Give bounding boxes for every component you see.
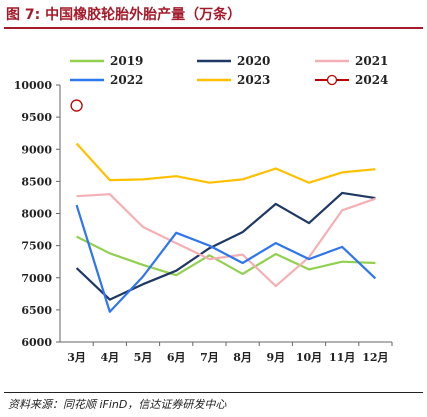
legend-label: 2020: [237, 54, 270, 68]
chart-series-lines: [70, 99, 377, 313]
legend-item-2024: 2024: [315, 73, 388, 87]
series-2024-point: [70, 99, 83, 112]
x-tick-label: 12月: [362, 351, 388, 364]
y-tick-label: 9500: [21, 111, 52, 124]
series-2022-line: [75, 204, 377, 313]
figure-title: 图 7: 中国橡胶轮胎外胎产量（万条）: [6, 7, 242, 23]
x-tick-label: 9月: [266, 351, 285, 364]
x-tick-label: 7月: [200, 351, 219, 364]
legend-item-2023: 2023: [197, 73, 270, 87]
title-divider: [4, 27, 423, 29]
x-tick-label: 11月: [329, 351, 355, 364]
x-tick-label: 4月: [100, 351, 119, 364]
source-note: 资料来源：同花顺 iFinD，信达证券研发中心: [8, 398, 227, 411]
y-tick-label: 7500: [21, 240, 52, 253]
legend-item-2020: 2020: [197, 54, 270, 68]
y-tick-label: 7000: [21, 272, 52, 285]
y-tick-label: 6000: [21, 336, 52, 349]
legend-label: 2021: [355, 54, 388, 68]
legend-label: 2024: [355, 73, 388, 87]
legend-item-2021: 2021: [315, 54, 388, 68]
chart-axes: 6000 6500 7000 7500 8000 8500 9000 9500 10000 3月 4…: [14, 79, 393, 364]
source-divider: [4, 392, 423, 393]
series-2019-line: [76, 235, 376, 277]
legend-marker: [326, 74, 338, 86]
legend-item-2019: 2019: [70, 54, 143, 68]
x-tick-label: 8月: [233, 351, 252, 364]
x-tick-label: 10月: [296, 351, 322, 364]
legend-label: 2022: [110, 73, 143, 87]
y-tick-label: 6500: [21, 304, 52, 317]
y-tick-label: 8500: [21, 175, 52, 188]
series-2020-line: [75, 191, 376, 301]
legend-item-2022: 2022: [70, 73, 143, 87]
series-2023-line: [75, 142, 376, 184]
y-tick-label: 9000: [21, 143, 52, 156]
legend-label: 2019: [110, 54, 143, 68]
x-tick-label: 3月: [67, 351, 86, 364]
y-tick-label: 10000: [14, 79, 53, 92]
series-2021-line: [76, 193, 376, 288]
legend-label: 2023: [237, 73, 270, 87]
x-tick-label: 5月: [134, 351, 153, 364]
y-tick-label: 8000: [21, 208, 52, 221]
x-tick-label: 6月: [167, 351, 186, 364]
chart-legend: 2019 2020 2021 2022 2023 2024: [70, 54, 388, 87]
